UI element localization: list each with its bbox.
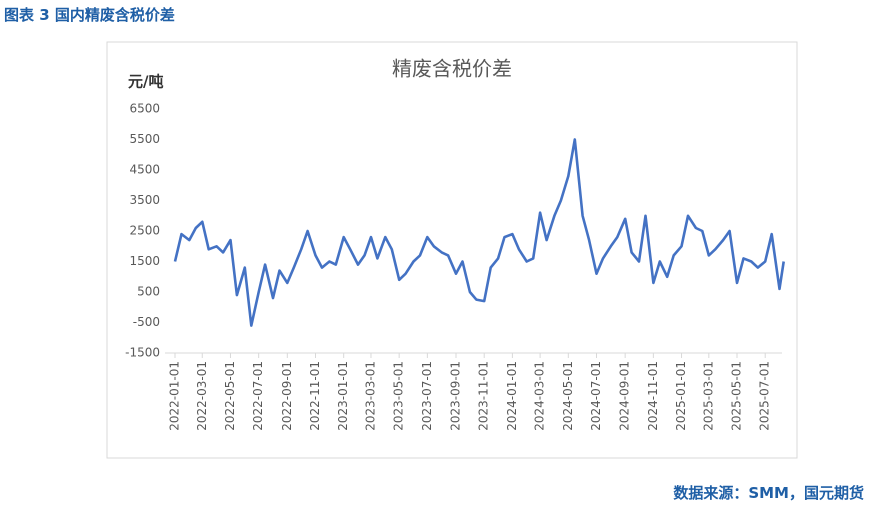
x-tick-label: 2023-01-01	[336, 361, 350, 431]
x-tick-label: 2024-09-01	[618, 361, 632, 431]
y-tick-label: 5500	[129, 132, 160, 146]
x-tick-label: 2022-03-01	[195, 361, 209, 431]
x-tick-label: 2022-05-01	[223, 361, 237, 431]
y-tick-label: 6500	[129, 102, 160, 116]
footer-source: 数据来源：SMM，国元期货	[673, 484, 864, 502]
y-tick-label: 4500	[129, 163, 160, 177]
x-tick-label: 2024-03-01	[533, 361, 547, 431]
x-tick-label: 2022-09-01	[280, 361, 294, 431]
header-title: 图表 3 国内精废含税价差	[4, 6, 175, 24]
x-tick-label: 2024-01-01	[505, 361, 519, 431]
x-tick-label: 2023-03-01	[363, 361, 377, 431]
y-tick-label: 2500	[129, 224, 160, 238]
x-tick-label: 2023-11-01	[477, 361, 491, 431]
x-tick-label: 2025-01-01	[674, 361, 688, 431]
y-tick-label: -500	[133, 315, 160, 329]
y-tick-label: 3500	[129, 193, 160, 207]
x-tick-label: 2023-05-01	[392, 361, 406, 431]
y-tick-label: -1500	[125, 346, 160, 360]
chart-title: 精废含税价差	[392, 57, 512, 81]
x-tick-label: 2022-11-01	[308, 361, 322, 431]
y-tick-label: 500	[137, 285, 160, 299]
data-line	[173, 138, 785, 327]
x-tick-label: 2025-03-01	[701, 361, 715, 431]
x-tick-label: 2022-01-01	[168, 361, 182, 431]
x-tick-label: 2025-07-01	[758, 361, 772, 431]
y-axis-label: 元/吨	[128, 73, 163, 91]
x-tick-label: 2024-07-01	[589, 361, 603, 431]
y-tick-label: 1500	[129, 254, 160, 268]
x-tick-label: 2024-11-01	[646, 361, 660, 431]
x-tick-label: 2025-05-01	[730, 361, 744, 431]
x-tick-label: 2023-09-01	[449, 361, 463, 431]
chart-frame	[106, 41, 798, 459]
x-tick-label: 2023-07-01	[420, 361, 434, 431]
x-tick-label: 2022-07-01	[251, 361, 265, 431]
x-tick-label: 2024-05-01	[561, 361, 575, 431]
